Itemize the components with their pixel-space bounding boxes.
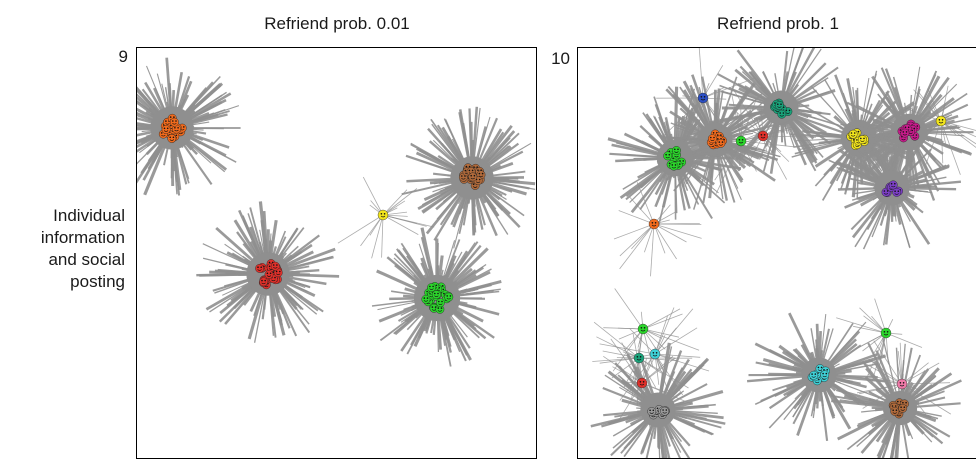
agent-node (810, 371, 818, 379)
edge (654, 224, 677, 259)
edges-layer (137, 58, 535, 367)
agent-node (271, 262, 279, 270)
agent-node (736, 136, 746, 146)
agent-node (259, 278, 267, 286)
agent-node (672, 146, 680, 154)
agent-node (758, 131, 768, 141)
agent-node (637, 378, 647, 388)
edge (594, 322, 639, 358)
agent-node (634, 353, 644, 363)
cluster (881, 328, 891, 338)
edge (655, 328, 697, 354)
agent-node (858, 135, 866, 143)
edge (654, 223, 700, 224)
cluster (634, 353, 644, 363)
edge (886, 333, 922, 348)
cluster (936, 116, 946, 126)
agent-node (889, 181, 897, 189)
agent-node (469, 173, 477, 181)
agent-node (849, 130, 857, 138)
row-label-line-2: information (0, 227, 125, 249)
edge (603, 351, 639, 358)
agent-node (821, 371, 829, 379)
edge (338, 215, 383, 243)
cluster (897, 379, 907, 389)
agent-node (897, 379, 907, 389)
cluster (378, 210, 388, 220)
edge (643, 314, 683, 329)
edge (654, 224, 687, 242)
edge (382, 215, 383, 258)
agent-node (378, 210, 388, 220)
agent-node (255, 264, 263, 272)
agent-node (649, 219, 659, 229)
agent-node (638, 324, 648, 334)
agent-node (422, 295, 430, 303)
cluster (736, 136, 746, 146)
edge (383, 215, 418, 235)
cluster (649, 219, 659, 229)
edge (383, 190, 407, 215)
agent-node (650, 349, 660, 359)
cluster (758, 131, 768, 141)
agent-node (899, 404, 907, 412)
agent-node (891, 407, 899, 415)
network-panel-left (136, 47, 537, 459)
agent-node (432, 291, 440, 299)
agent-node (881, 328, 891, 338)
edge (643, 309, 680, 329)
edge (654, 224, 702, 238)
edge (619, 211, 654, 225)
agent-node (717, 139, 725, 147)
agent-node (170, 118, 178, 126)
agent-node (698, 93, 708, 103)
cluster (698, 93, 708, 103)
cluster (637, 378, 647, 388)
edge (363, 177, 383, 215)
column-title-right: Refriend prob. 1 (578, 14, 976, 34)
agent-node (936, 116, 946, 126)
agent-node (664, 152, 672, 160)
panel-number-left: 9 (88, 47, 128, 67)
edge (615, 289, 643, 330)
row-label: Individual information and social postin… (0, 205, 125, 293)
agent-node (648, 407, 656, 415)
cluster (650, 349, 660, 359)
column-title-left: Refriend prob. 0.01 (137, 14, 537, 34)
edge (383, 215, 434, 227)
agent-node (445, 293, 453, 301)
network-graph-left (137, 48, 536, 458)
agent-node (893, 188, 901, 196)
row-label-line-1: Individual (0, 205, 125, 227)
agent-node (661, 407, 669, 415)
agent-node (778, 110, 786, 118)
edge (383, 189, 417, 216)
agent-node (775, 101, 783, 109)
agent-node (162, 125, 170, 133)
agent-node (265, 270, 273, 278)
agent-node (436, 299, 444, 307)
agent-node (168, 134, 176, 142)
row-label-line-3: and social (0, 249, 125, 271)
agent-node (427, 283, 435, 291)
agent-node (901, 129, 909, 137)
agent-node (708, 135, 716, 143)
row-label-line-4: posting (0, 271, 125, 293)
network-panel-right (577, 47, 976, 459)
agent-node (670, 162, 678, 170)
cluster (638, 324, 648, 334)
network-graph-right (578, 48, 976, 458)
edge (361, 215, 384, 246)
